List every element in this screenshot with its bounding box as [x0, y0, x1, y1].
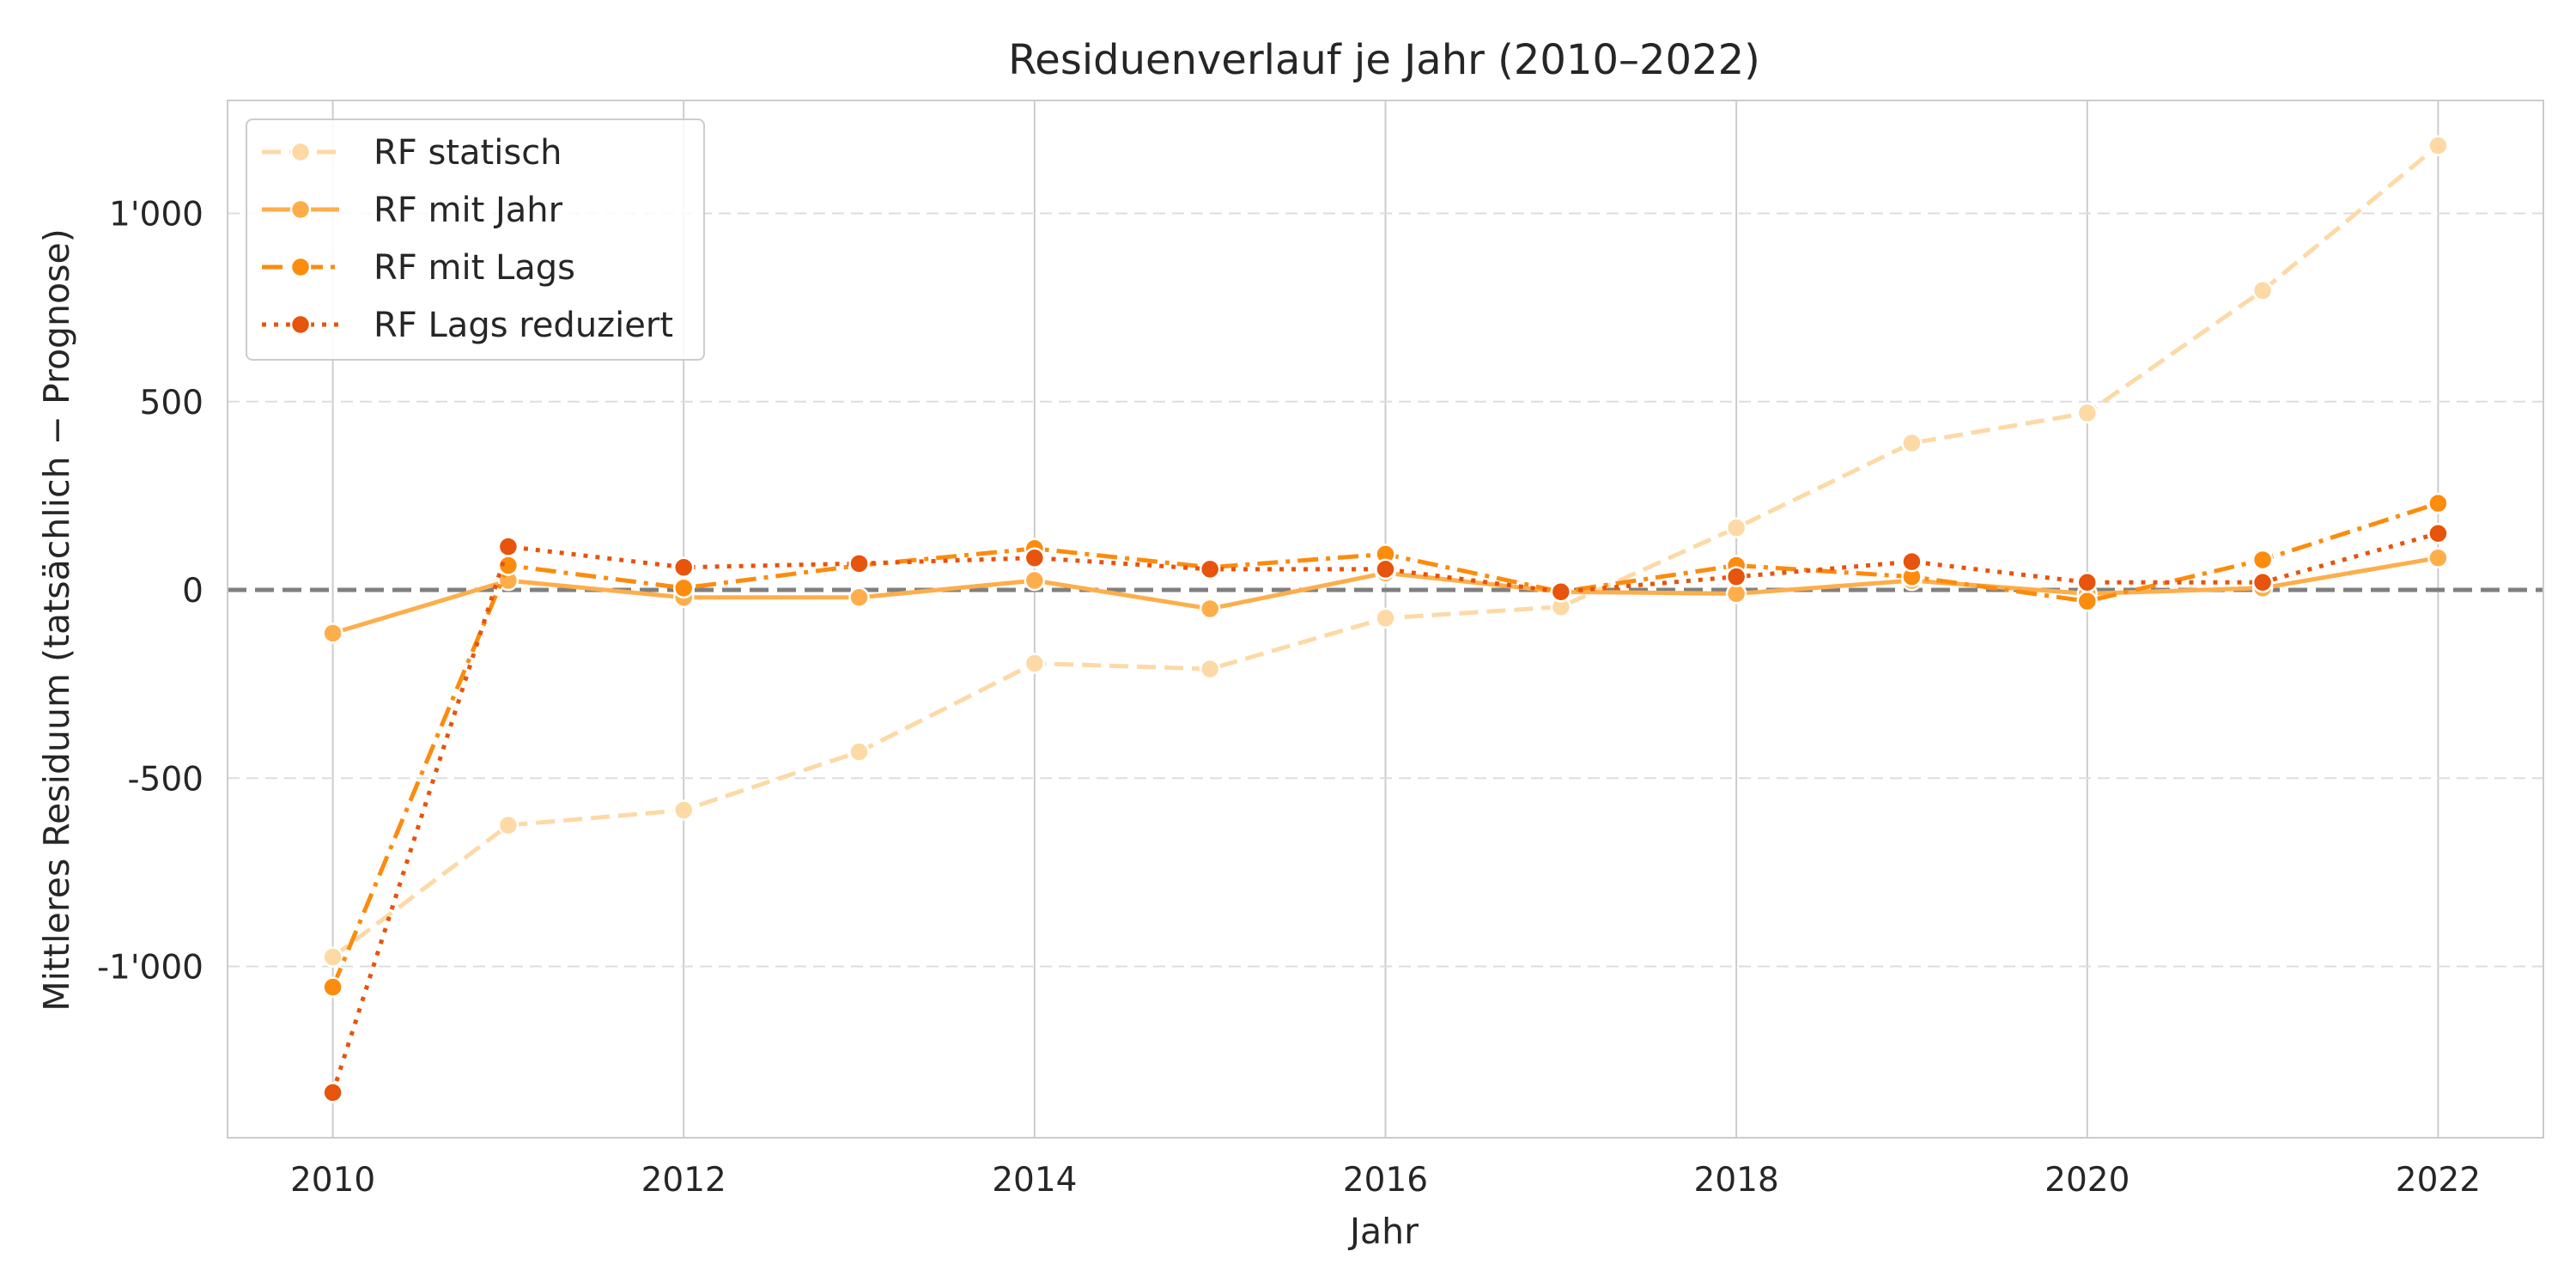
data-point [497, 536, 519, 557]
data-point [322, 946, 343, 968]
data-point [322, 976, 343, 998]
data-point [2427, 547, 2449, 568]
data-point [1024, 653, 1046, 674]
data-point [2251, 549, 2274, 571]
y-tick-label: -500 [127, 760, 204, 799]
data-point [1901, 432, 1923, 454]
data-point [2251, 571, 2274, 593]
x-tick-label: 2016 [1343, 1161, 1428, 1200]
legend-label: RF statisch [374, 133, 562, 173]
x-axis-title: Jahr [1347, 1211, 1419, 1252]
data-point [1024, 569, 1046, 592]
data-point [1375, 607, 1396, 629]
data-point [2251, 280, 2274, 301]
legend: RF statisch RF mit Jahr RF mit Lags RF Lags… [246, 118, 705, 361]
data-point [672, 556, 695, 578]
data-point [1024, 547, 1046, 568]
y-tick-label: 0 [182, 572, 204, 611]
x-tick-label: 2012 [641, 1161, 726, 1200]
x-tick-label: 2022 [2396, 1161, 2481, 1200]
x-tick-label: 2014 [992, 1161, 1077, 1200]
data-point [2076, 590, 2099, 612]
data-point [1199, 658, 1221, 680]
data-point [322, 1082, 343, 1103]
legend-marker [289, 141, 312, 163]
data-point [1375, 558, 1396, 580]
data-point [2427, 492, 2449, 514]
data-point [322, 623, 343, 644]
data-point [1725, 566, 1747, 587]
series-group [322, 522, 2449, 1103]
chart-title: Residuenverlauf je Jahr (2010–2022) [1008, 36, 1760, 84]
legend-label: RF mit Jahr [374, 191, 563, 230]
data-point [2427, 135, 2449, 156]
plot-frame [227, 100, 2544, 1139]
data-point [672, 577, 695, 599]
data-point [848, 741, 870, 762]
legend-marker [289, 198, 312, 221]
data-point [1725, 517, 1747, 538]
data-point [2076, 571, 2099, 593]
data-point [848, 586, 870, 609]
data-point [1199, 598, 1221, 620]
data-point [2076, 402, 2099, 424]
series-group [322, 135, 2449, 968]
data-point [1550, 580, 1572, 603]
y-tick-label: 500 [140, 384, 204, 422]
y-tick-label: -1'000 [97, 948, 204, 987]
data-point [2427, 522, 2449, 544]
y-tick-label: 1'000 [109, 196, 204, 234]
data-point [497, 814, 519, 836]
tick-labels: 2010 2012 2014 2016 2018 2020 2022 -1'000 -500 0 5… [97, 196, 2481, 1200]
y-axis-title: Mittleres Residuum (tatsächlich − Progno… [36, 228, 77, 1011]
data-point [1901, 550, 1923, 573]
x-tick-label: 2010 [290, 1161, 375, 1200]
legend-label: RF Lags reduziert [374, 306, 673, 345]
series-group [322, 135, 2449, 1103]
x-tick-label: 2020 [2044, 1161, 2129, 1200]
data-point [1199, 558, 1221, 580]
x-tick-label: 2018 [1694, 1161, 1779, 1200]
legend-label: RF mit Lags [374, 248, 575, 288]
legend-marker [289, 256, 312, 278]
data-point [672, 799, 695, 821]
data-point [848, 553, 870, 574]
legend-marker [289, 313, 312, 336]
legend-box [246, 118, 705, 361]
